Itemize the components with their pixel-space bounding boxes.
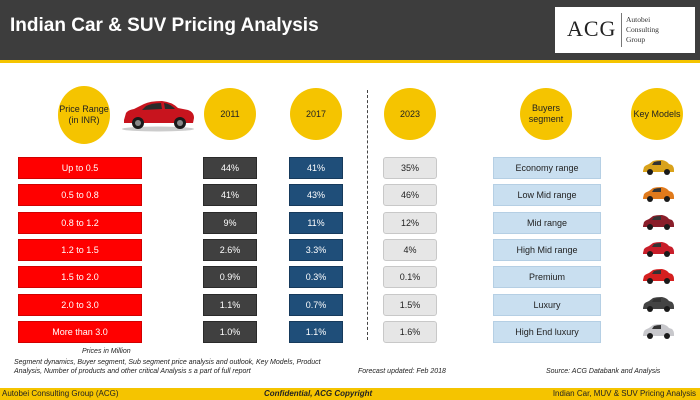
range-cell: Up to 0.5 <box>18 157 142 179</box>
share-2011-cell: 0.9% <box>203 266 257 288</box>
share-2023-cell: 0.1% <box>383 266 437 288</box>
share-2017-cell: 0.7% <box>289 294 343 316</box>
share-2011-cell: 44% <box>203 157 257 179</box>
share-2011-cell: 1.1% <box>203 294 257 316</box>
buyer-segment-cell: Luxury <box>493 294 601 316</box>
range-cell: 2.0 to 3.0 <box>18 294 142 316</box>
range-cell: 1.5 to 2.0 <box>18 266 142 288</box>
share-2011-cell: 1.0% <box>203 321 257 343</box>
share-2017-cell: 3.3% <box>289 239 343 261</box>
key-model-car-icon <box>641 184 675 206</box>
key-model-car-icon <box>641 321 675 343</box>
share-2023-cell: 46% <box>383 184 437 206</box>
share-2023-cell: 35% <box>383 157 437 179</box>
buyer-segment-cell: High End luxury <box>493 321 601 343</box>
forecast-divider <box>367 90 368 340</box>
acg-logo: ACG Autobei Consulting Group <box>555 7 695 53</box>
forecast-note: Forecast updated: Feb 2018 <box>358 368 446 375</box>
page-title: Indian Car & SUV Pricing Analysis <box>10 15 319 36</box>
key-model-car-icon <box>641 212 675 234</box>
range-cell: 1.2 to 1.5 <box>18 239 142 261</box>
key-model-car-icon <box>641 157 675 179</box>
range-cell: More than 3.0 <box>18 321 142 343</box>
share-2011-cell: 41% <box>203 184 257 206</box>
share-2011-cell: 2.6% <box>203 239 257 261</box>
footer-bar: Autobei Consulting Group (ACG) Confident… <box>0 388 700 400</box>
footer-confidential: Confidential, ACG Copyright <box>264 389 373 398</box>
range-cell: 0.5 to 0.8 <box>18 184 142 206</box>
footer-company: Autobei Consulting Group (ACG) <box>2 389 119 398</box>
year-2017-header: 2017 <box>290 88 342 140</box>
share-2023-cell: 1.5% <box>383 294 437 316</box>
buyer-segment-cell: Low Mid range <box>493 184 601 206</box>
header-accent-bar <box>0 60 700 63</box>
range-cell: 0.8 to 1.2 <box>18 212 142 234</box>
buyer-segment-cell: High Mid range <box>493 239 601 261</box>
header-bar: Indian Car & SUV Pricing Analysis ACG Au… <box>0 0 700 60</box>
key-models-header: Key Models <box>631 88 683 140</box>
share-2023-cell: 4% <box>383 239 437 261</box>
segment-note: Segment dynamics, Buyer segment, Sub seg… <box>14 359 321 375</box>
share-2017-cell: 0.3% <box>289 266 343 288</box>
share-2023-cell: 1.6% <box>383 321 437 343</box>
buyer-segment-cell: Mid range <box>493 212 601 234</box>
footer-report-title: Indian Car, MUV & SUV Pricing Analysis <box>552 389 696 398</box>
share-2011-cell: 9% <box>203 212 257 234</box>
share-2017-cell: 1.1% <box>289 321 343 343</box>
share-2023-cell: 12% <box>383 212 437 234</box>
logo-subtitle: Autobei Consulting Group <box>626 15 659 44</box>
buyers-segment-header: Buyers segment <box>520 88 572 140</box>
key-model-car-icon <box>641 239 675 261</box>
red-suv-icon <box>122 101 194 132</box>
logo-text: ACG <box>567 16 617 41</box>
prices-unit-note: Prices in Million <box>82 348 131 355</box>
share-2017-cell: 11% <box>289 212 343 234</box>
key-model-car-icon <box>641 294 675 316</box>
share-2017-cell: 41% <box>289 157 343 179</box>
price-range-header: Price Range (in INR) <box>58 86 110 144</box>
key-model-car-icon <box>641 266 675 288</box>
year-2011-header: 2011 <box>204 88 256 140</box>
logo-divider <box>621 13 622 47</box>
buyer-segment-cell: Premium <box>493 266 601 288</box>
year-2023-header: 2023 <box>384 88 436 140</box>
share-2017-cell: 43% <box>289 184 343 206</box>
buyer-segment-cell: Economy range <box>493 157 601 179</box>
source-note: Source: ACG Databank and Analysis <box>546 368 661 375</box>
